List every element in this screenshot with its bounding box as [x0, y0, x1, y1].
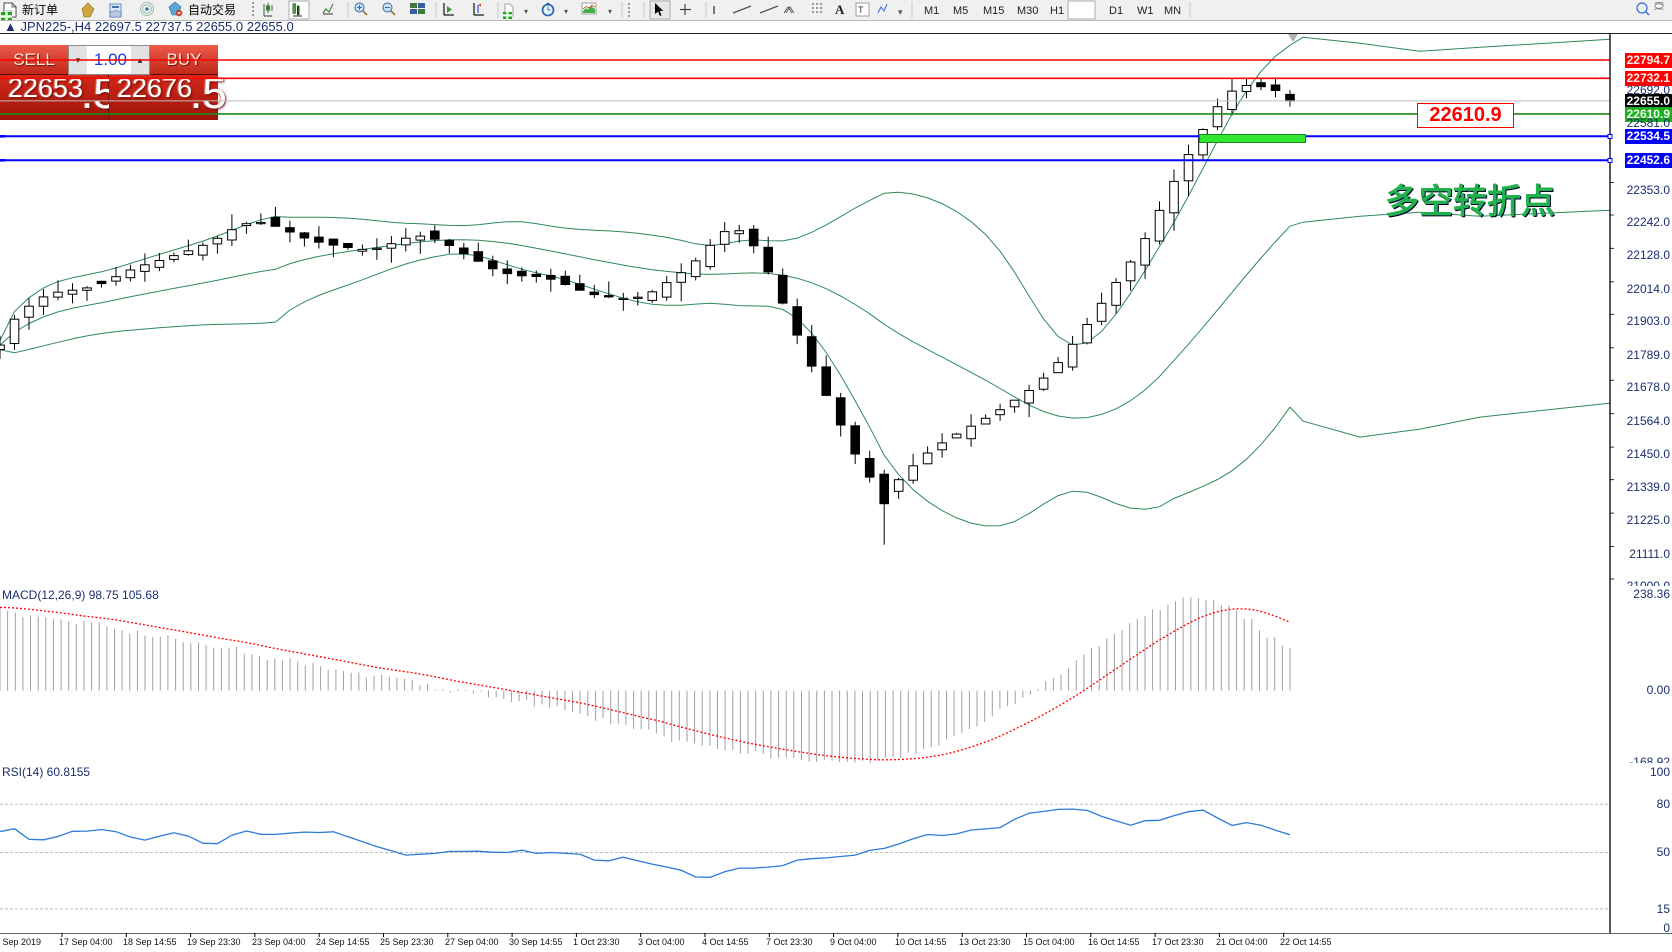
svg-text:▾: ▾ — [608, 7, 612, 16]
svg-text:MN: MN — [1164, 5, 1181, 17]
svg-text:W1: W1 — [1137, 5, 1154, 17]
svg-text:H1: H1 — [1050, 5, 1064, 17]
svg-text:新订单: 新订单 — [22, 2, 58, 17]
svg-text:▾: ▾ — [524, 7, 528, 16]
svg-text:M5: M5 — [953, 5, 968, 17]
svg-text:自动交易: 自动交易 — [188, 2, 236, 17]
svg-text:▾: ▾ — [898, 7, 903, 17]
svg-text:M1: M1 — [924, 5, 939, 17]
svg-text:D1: D1 — [1109, 5, 1123, 17]
svg-text:A: A — [835, 2, 845, 17]
svg-text:M30: M30 — [1017, 5, 1038, 17]
svg-text:T: T — [858, 5, 864, 15]
svg-text:M15: M15 — [983, 5, 1004, 17]
svg-text:▾: ▾ — [564, 7, 568, 16]
